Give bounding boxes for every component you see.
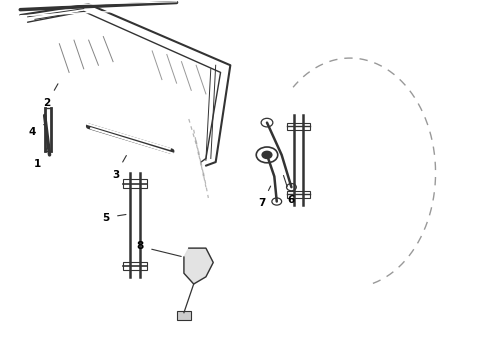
Text: 7: 7 [258, 186, 270, 208]
Circle shape [262, 151, 272, 158]
Text: 6: 6 [284, 175, 295, 205]
Text: 2: 2 [44, 84, 58, 108]
Text: 4: 4 [29, 124, 45, 136]
Text: 5: 5 [102, 213, 126, 222]
Bar [287, 191, 310, 198]
Bar [176, 311, 191, 320]
Text: 8: 8 [136, 241, 181, 256]
Bar [287, 123, 310, 130]
Bar [123, 179, 147, 188]
Text: 3: 3 [112, 156, 126, 180]
Text: 1: 1 [34, 147, 48, 169]
Polygon shape [184, 248, 213, 284]
Bar [123, 262, 147, 270]
